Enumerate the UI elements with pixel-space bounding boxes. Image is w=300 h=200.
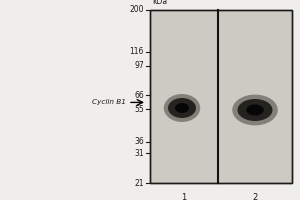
- Ellipse shape: [238, 99, 272, 121]
- Ellipse shape: [175, 103, 189, 113]
- Ellipse shape: [246, 104, 264, 116]
- Bar: [150, 10, 292, 183]
- Text: 21: 21: [134, 178, 144, 188]
- Text: 116: 116: [130, 47, 144, 56]
- Ellipse shape: [168, 98, 196, 118]
- Text: 2: 2: [252, 193, 258, 200]
- Text: 200: 200: [130, 5, 144, 15]
- Text: 1: 1: [182, 193, 187, 200]
- Text: 66: 66: [134, 91, 144, 100]
- Text: kDa: kDa: [152, 0, 167, 6]
- Bar: [150, 10, 292, 183]
- Text: 97: 97: [134, 61, 144, 70]
- Text: Cyclin B1: Cyclin B1: [92, 99, 126, 105]
- Text: 55: 55: [134, 105, 144, 114]
- Ellipse shape: [164, 94, 200, 122]
- Ellipse shape: [232, 95, 278, 125]
- Text: 36: 36: [134, 137, 144, 146]
- Text: 31: 31: [134, 149, 144, 158]
